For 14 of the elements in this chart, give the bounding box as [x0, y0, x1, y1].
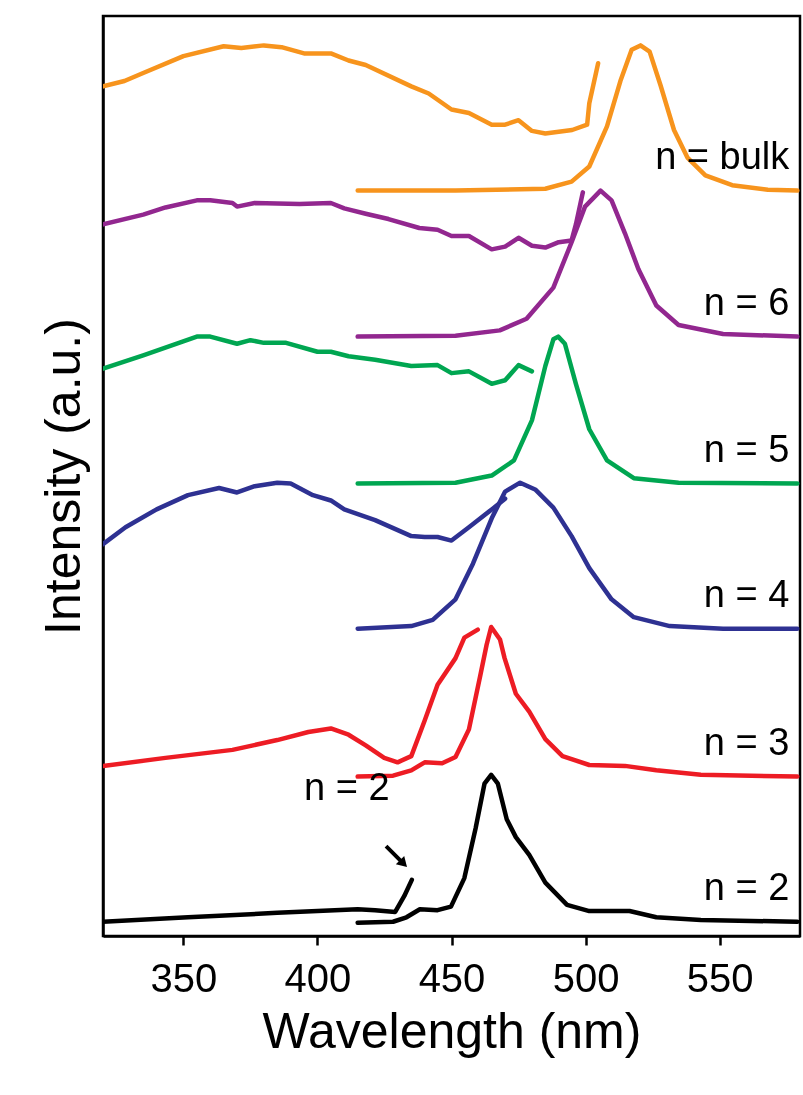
x-axis-title: Wavelength (nm)	[262, 1002, 642, 1059]
series-label: n = 3	[703, 720, 790, 763]
annotation: n = 2	[304, 765, 390, 808]
series-label: n = 2	[703, 865, 790, 908]
x-tick-label: 400	[284, 955, 352, 1000]
x-tick-label: 500	[552, 955, 620, 1000]
series-label: n = 4	[703, 572, 790, 615]
x-tick-label: 550	[686, 955, 754, 1000]
series-label: n = bulk	[655, 134, 791, 177]
y-axis-title: Intensity (a.u.)	[34, 318, 91, 635]
series-label: n = 6	[703, 280, 790, 323]
x-tick-label: 450	[418, 955, 486, 1000]
x-tick-label: 350	[150, 955, 218, 1000]
series-label: n = 5	[703, 427, 790, 470]
